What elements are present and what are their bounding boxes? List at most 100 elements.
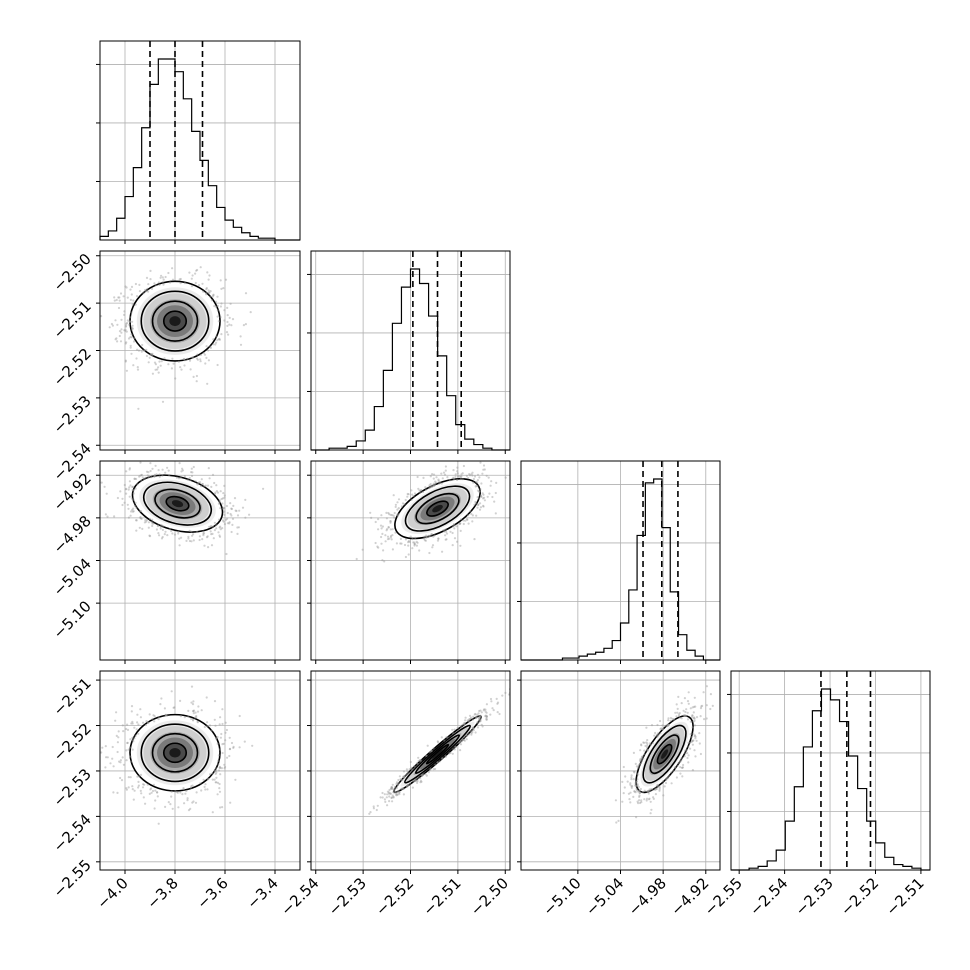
- scatter-point: [400, 505, 403, 508]
- scatter-point: [414, 779, 417, 782]
- scatter-point: [666, 723, 669, 727]
- scatter-point: [488, 492, 491, 495]
- scatter-point: [442, 471, 446, 474]
- scatter-point: [414, 780, 417, 783]
- scatter-point: [436, 741, 440, 744]
- scatter-point: [709, 693, 713, 696]
- scatter-point: [424, 754, 428, 757]
- scatter-point: [404, 498, 407, 502]
- scatter-point: [495, 481, 498, 484]
- scatter-point: [461, 723, 464, 726]
- scatter-point: [191, 534, 194, 537]
- scatter-point: [221, 708, 224, 711]
- scatter-point: [485, 711, 488, 714]
- scatter-point: [651, 742, 654, 745]
- scatter-point: [476, 713, 479, 716]
- scatter-point: [154, 789, 157, 792]
- scatter-point: [187, 709, 190, 713]
- scatter-point: [144, 288, 147, 292]
- density-ellipse: [661, 749, 669, 759]
- scatter-point: [130, 497, 133, 500]
- scatter-point: [195, 374, 198, 378]
- scatter-point: [181, 467, 184, 470]
- scatter-point: [484, 715, 487, 718]
- scatter-point: [417, 487, 420, 490]
- scatter-point: [441, 550, 444, 553]
- scatter-point: [639, 801, 642, 805]
- scatter-point: [646, 744, 649, 747]
- scatter-point: [209, 530, 212, 533]
- scatter-point: [651, 788, 654, 792]
- scatter-point: [655, 788, 658, 791]
- scatter-point: [125, 759, 128, 762]
- scatter-point: [126, 741, 129, 745]
- scatter-point: [429, 767, 432, 770]
- scatter-point: [171, 357, 174, 360]
- scatter-point: [638, 794, 641, 797]
- scatter-points-1-2: [355, 461, 507, 563]
- scatter-point: [466, 719, 469, 722]
- scatter-point: [125, 788, 128, 791]
- scatter-point: [691, 714, 694, 717]
- scatter-point: [444, 538, 447, 541]
- scatter-point: [461, 738, 464, 742]
- scatter-point: [147, 361, 150, 364]
- scatter-point: [635, 780, 638, 783]
- scatter-point: [116, 741, 119, 744]
- scatter-point: [654, 793, 658, 796]
- scatter-point: [224, 739, 227, 742]
- scatter-point: [632, 778, 635, 781]
- scatter-point: [682, 709, 685, 712]
- scatter-point: [411, 786, 414, 789]
- scatter-point: [125, 286, 128, 289]
- scatter-point: [661, 728, 664, 731]
- scatter-point: [402, 775, 405, 779]
- scatter-point: [433, 484, 436, 487]
- scatter-point: [687, 745, 690, 748]
- scatter-point: [179, 277, 182, 281]
- scatter-point: [476, 489, 480, 492]
- scatter-point: [452, 477, 455, 480]
- scatter-point: [472, 729, 475, 732]
- scatter-point: [381, 791, 384, 795]
- scatter-point: [396, 513, 399, 516]
- scatter-point: [206, 382, 209, 385]
- scatter-point: [652, 796, 655, 799]
- scatter-point: [419, 779, 422, 782]
- scatter-point: [164, 714, 167, 717]
- scatter-point: [192, 533, 195, 536]
- scatter-point: [159, 703, 162, 706]
- scatter-point: [153, 807, 156, 810]
- scatter-point: [218, 518, 221, 521]
- scatter-point: [146, 721, 149, 724]
- scatter-point: [178, 544, 181, 547]
- scatter-point: [444, 755, 447, 758]
- scatter-point: [407, 493, 410, 496]
- scatter-point: [391, 794, 394, 797]
- scatter-point: [205, 345, 208, 348]
- scatter-point: [232, 746, 235, 750]
- scatter-point: [402, 775, 405, 778]
- scatter-point: [138, 290, 141, 293]
- x-tick-label: −2.53: [792, 874, 837, 919]
- scatter-point: [153, 474, 156, 477]
- scatter-point: [157, 532, 160, 535]
- scatter-point: [153, 282, 156, 285]
- scatter-point: [119, 490, 122, 493]
- scatter-point: [635, 787, 638, 791]
- scatter-point: [640, 743, 643, 746]
- scatter-point: [475, 514, 478, 517]
- scatter-point: [196, 268, 199, 272]
- scatter-point: [161, 280, 164, 284]
- contour-line-2: [140, 290, 210, 352]
- scatter-point: [667, 723, 670, 726]
- scatter-point: [100, 315, 103, 318]
- scatter-point: [656, 735, 659, 738]
- scatter-point: [394, 505, 397, 508]
- scatter-point: [138, 475, 141, 478]
- scatter-point: [179, 791, 182, 794]
- scatter-point: [200, 485, 203, 488]
- scatter-point: [125, 369, 128, 372]
- scatter-point: [185, 789, 188, 793]
- scatter-point: [462, 522, 465, 526]
